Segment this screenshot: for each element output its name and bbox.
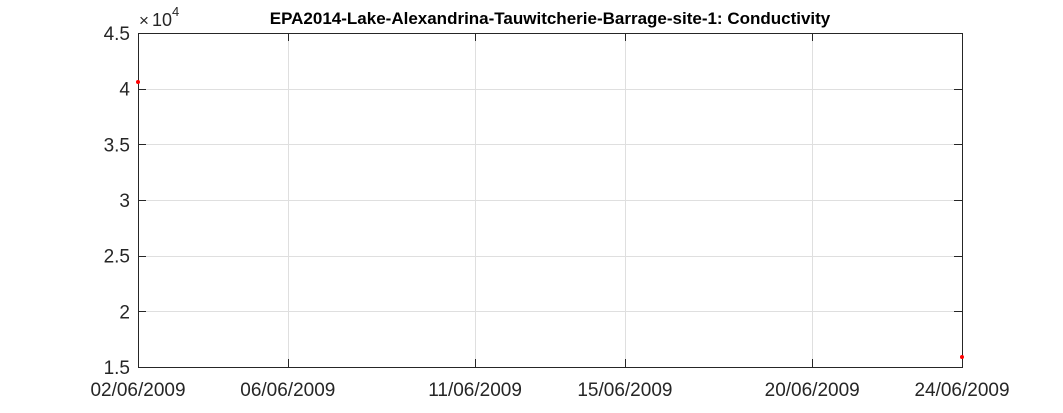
- y-tick-label: 2.5: [104, 247, 130, 268]
- y-multiplier-base: 10: [152, 10, 172, 30]
- y-tick-label: 4: [119, 80, 130, 101]
- x-tick-label: 24/06/2009: [914, 380, 1009, 401]
- x-tick-label: 20/06/2009: [765, 380, 860, 401]
- x-tick-label: 11/06/2009: [428, 380, 522, 401]
- y-multiplier-times: ×: [139, 11, 149, 30]
- y-tick-label: 3: [119, 191, 130, 212]
- x-tick-labels: 02/06/2009 06/06/2009 11/06/2009 15/06/2009…: [90, 380, 1009, 401]
- chart-title: EPA2014-Lake-Alexandrina-Tauwitcherie-Ba…: [270, 9, 831, 28]
- x-tick-label: 02/06/2009: [90, 380, 185, 401]
- y-multiplier-exponent: 4: [172, 4, 179, 19]
- y-tick-label: 2: [119, 302, 130, 323]
- y-tick-labels: 1.5 2 2.5 3 3.5 4 4.5: [104, 24, 131, 379]
- data-point: [136, 79, 140, 84]
- y-tick-label: 1.5: [104, 358, 130, 379]
- x-tick-label: 15/06/2009: [577, 380, 672, 401]
- data-point: [960, 354, 964, 359]
- data-points: [136, 79, 964, 359]
- y-tick-label: 4.5: [104, 24, 130, 45]
- tick-marks: [138, 33, 963, 368]
- y-tick-label: 3.5: [104, 135, 130, 156]
- x-tick-label: 06/06/2009: [240, 380, 335, 401]
